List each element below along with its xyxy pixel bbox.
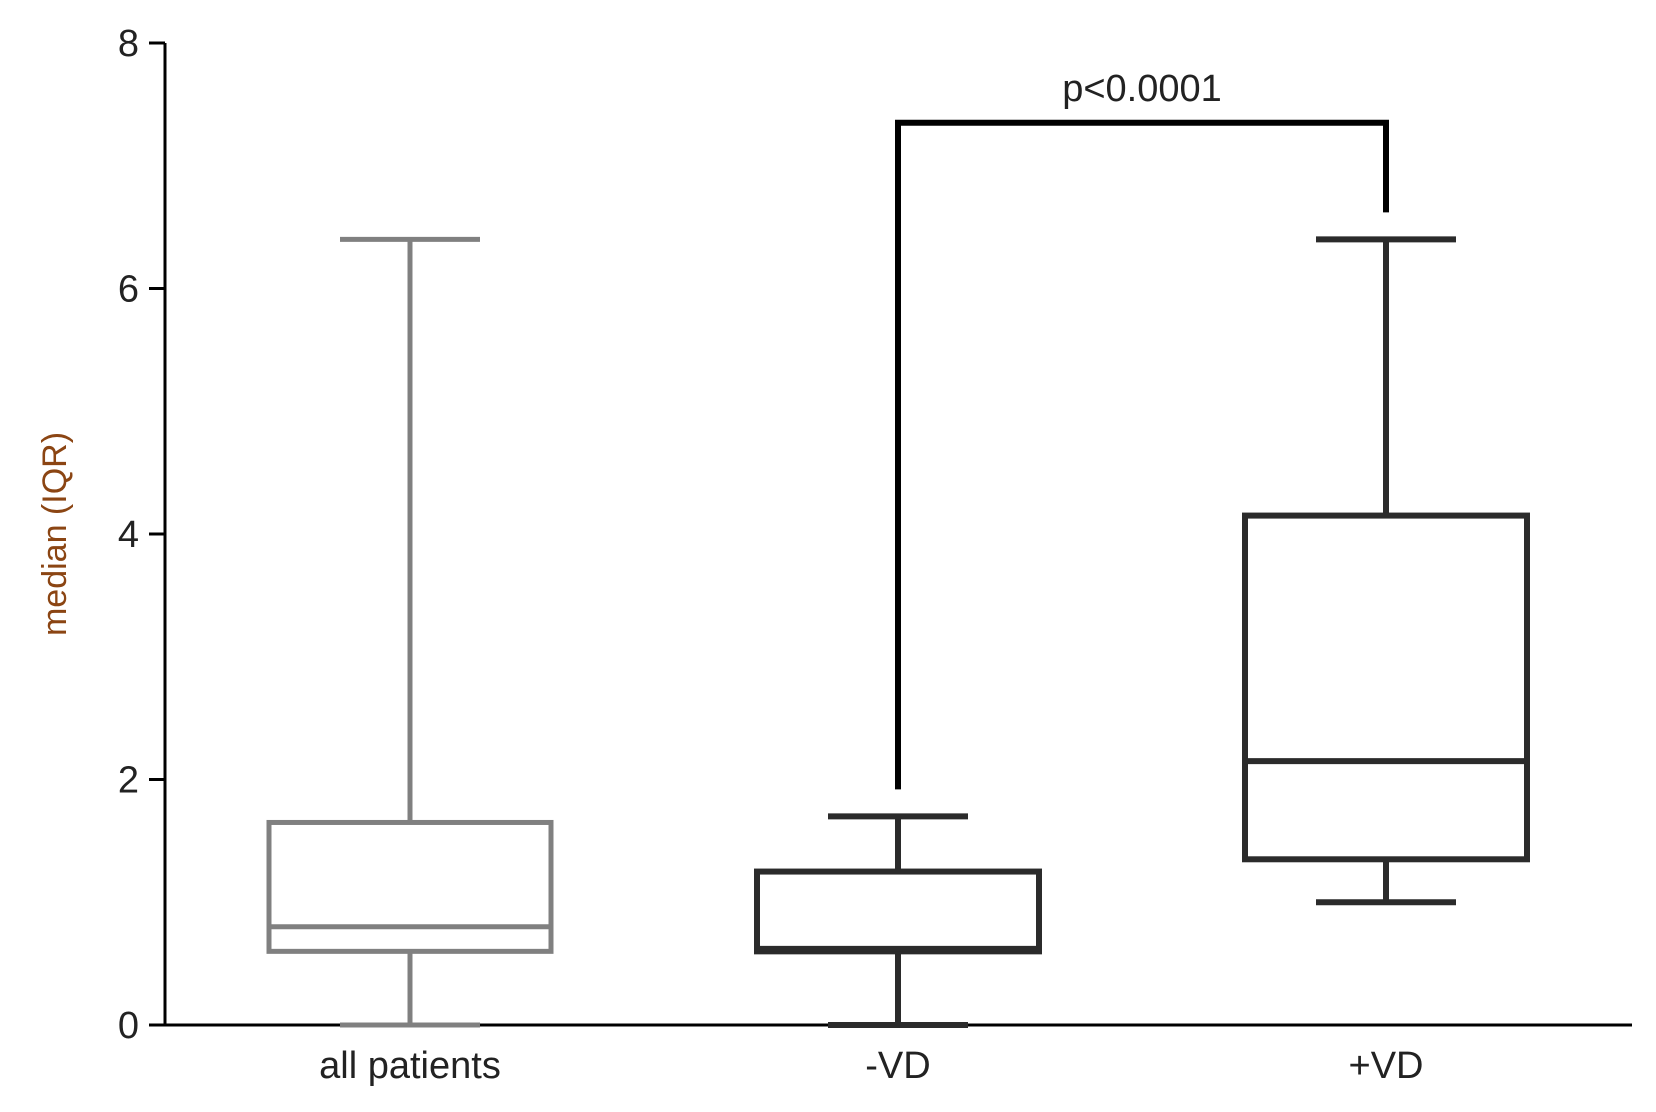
significance-bracket (895, 119, 1389, 790)
y-tick-label: 0 (118, 1005, 139, 1047)
y-tick-label: 6 (118, 269, 139, 311)
x-category-label: +VD (1349, 1045, 1424, 1087)
iqr-box (266, 819, 554, 954)
y-tick-label: 8 (118, 23, 139, 65)
p-value-label: p<0.0001 (1062, 68, 1222, 110)
box-2 (754, 813, 1042, 1028)
annotations: p<0.0001 (895, 68, 1389, 790)
boxes (266, 236, 1530, 1028)
x-category-label: -VD (865, 1045, 930, 1087)
y-ticks: 0 2 4 6 8 (118, 23, 165, 1047)
box-1 (266, 236, 554, 1028)
x-category-label: all patients (319, 1045, 501, 1087)
y-tick-label: 2 (118, 760, 139, 802)
iqr-box (1242, 512, 1530, 863)
y-tick-label: 4 (118, 514, 139, 556)
iqr-box (754, 868, 1042, 955)
box-3 (1242, 236, 1530, 906)
y-axis-title: median (IQR) (36, 432, 74, 636)
bracket-line (895, 119, 1389, 790)
x-ticks: all patients -VD +VD (319, 1045, 1423, 1087)
